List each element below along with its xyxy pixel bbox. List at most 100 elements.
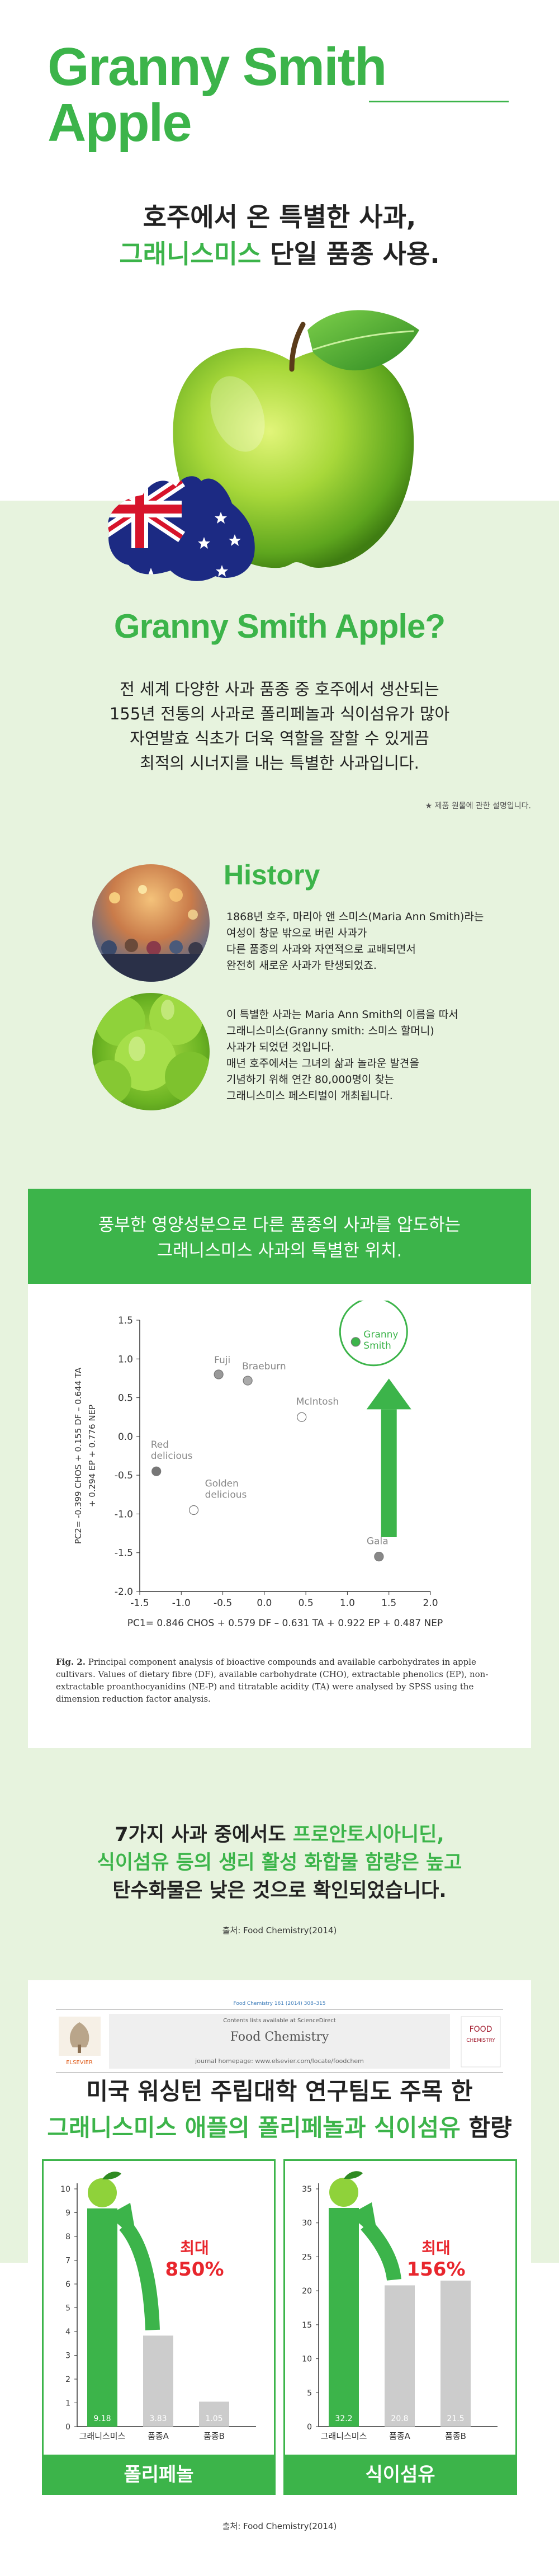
headline-rest-text: 단일 품종 사용. xyxy=(261,239,440,269)
intro-line: 최적의 시너지를 내는 특별한 사과입니다. xyxy=(140,754,419,773)
data-point xyxy=(188,1505,199,1515)
caption-label: Fig. 2. xyxy=(56,1657,86,1667)
category-label: 품종B xyxy=(445,2431,466,2441)
point-label: Gala xyxy=(367,1536,389,1547)
point-label: McIntosh xyxy=(296,1396,339,1407)
pca-scatter-chart: -1.5 -1.0 -0.5 0.0 0.5 1.0 1.5 2.0 1.5 1.0 0.5 0.0 -… xyxy=(73,1301,443,1629)
y-tick-label: 35 xyxy=(302,2185,312,2194)
fiber-label: 식이섬유 xyxy=(283,2455,517,2495)
max-label: 최대 xyxy=(180,2239,209,2257)
point-label: Granny xyxy=(363,1329,398,1340)
headline-line-1: 호주에서 온 특별한 사과, xyxy=(143,202,416,232)
bar-value-label: 32.2 xyxy=(335,2414,352,2423)
data-point xyxy=(350,1337,361,1347)
growth-arrow xyxy=(119,2220,160,2330)
history-line: 완전히 새로운 사과가 탄생되었죠. xyxy=(226,959,377,972)
bar xyxy=(87,2208,117,2427)
x-tick-label: 0.5 xyxy=(299,1598,314,1609)
bar-value-label: 1.05 xyxy=(205,2414,222,2423)
figure-caption: Fig. 2. Principal component analysis of … xyxy=(56,1656,503,1705)
elsevier-logo-icon: ELSEVIER xyxy=(59,2017,101,2066)
bar-value-label: 20.8 xyxy=(391,2414,408,2423)
study-headline-2: 그래니스미스 애플의 폴리페놀과 식이섬유 함량 xyxy=(0,2109,559,2143)
y-tick-label: 8 xyxy=(65,2233,70,2241)
pca-chart-card: 풍부한 영양성분으로 다른 품종의 사과를 압도하는 그래니스미스 사과의 특별… xyxy=(28,1189,531,1748)
y-tick-label: 1.0 xyxy=(118,1354,133,1365)
up-arrow-icon xyxy=(366,1378,411,1410)
arrow-head-icon xyxy=(108,2202,137,2241)
result-line-1: 7가지 사과 중에서도 프로안토시아니딘, xyxy=(0,1821,559,1849)
history-line: 여성이 창문 밖으로 버린 사과가 xyxy=(226,927,367,939)
intro-line: 전 세계 다양한 사과 품종 중 호주에서 생산되는 xyxy=(120,680,439,699)
history-paragraph-1: 1868년 호주, 마리아 앤 스미스(Maria Ann Smith)라는 여… xyxy=(226,909,484,974)
result-text: 7가지 사과 중에서도 프로안토시아니딘, 식이섬유 등의 생리 활성 화합물 … xyxy=(0,1821,559,1905)
y-tick-label: 4 xyxy=(65,2328,70,2337)
category-label: 품종A xyxy=(389,2431,411,2441)
y-tick-label: 10 xyxy=(60,2185,70,2194)
data-point xyxy=(297,1412,307,1422)
journal-name: Food Chemistry xyxy=(230,2030,329,2044)
polyphenol-label: 폴리페놀 xyxy=(42,2455,276,2495)
intro-line: 155년 전통의 사과로 폴리페놀과 식이섬유가 많아 xyxy=(109,704,450,723)
svg-text:CHEMISTRY: CHEMISTRY xyxy=(466,2038,495,2043)
intro-text: 전 세계 다양한 사과 품종 중 호주에서 생산되는 155년 전통의 사과로 … xyxy=(0,677,559,775)
journal-reference: Food Chemistry 161 (2014) 308–315 xyxy=(233,2001,325,2007)
y-tick-label: 10 xyxy=(302,2355,312,2364)
page-title: Granny Smith Apple xyxy=(48,37,387,153)
caption-text: Principal component analysis of bioactiv… xyxy=(56,1657,489,1704)
history-line: 1868년 호주, 마리아 앤 스미스(Maria Ann Smith)라는 xyxy=(226,911,484,923)
product-note: ★ 제품 원물에 관한 설명입니다. xyxy=(425,802,531,811)
headline-line-2: 그래니스미스 단일 품종 사용. xyxy=(0,236,559,272)
max-percent-label: 850% xyxy=(165,2258,224,2281)
granny-smith-highlight-circle xyxy=(339,1301,408,1367)
data-point xyxy=(151,1466,162,1476)
x-tick-label: 1.0 xyxy=(340,1598,355,1609)
data-point xyxy=(243,1376,253,1386)
y-tick-label: 1 xyxy=(65,2399,70,2408)
point-label: Golden xyxy=(205,1478,239,1490)
study-headline-1: 미국 워싱턴 주립대학 연구팀도 주목 한 xyxy=(86,2078,473,2105)
journal-contents-text: Contents lists available at ScienceDirec… xyxy=(223,2018,336,2024)
point-label: delicious xyxy=(151,1451,193,1462)
result-text-green: 프로안토시아니딘, xyxy=(292,1824,444,1846)
point-label: Red xyxy=(151,1439,169,1451)
bar-value-label: 21.5 xyxy=(447,2414,464,2423)
svg-text:ELSEVIER: ELSEVIER xyxy=(66,2060,93,2066)
x-tick-label: -1.0 xyxy=(172,1598,191,1609)
festival-photo xyxy=(92,864,210,982)
point-label: Braeburn xyxy=(242,1361,286,1372)
fiber-panel: 0 5 10 15 20 25 30 35 32.2 그래니스미스 20.8 품종A 21.5 품종B 최대… xyxy=(283,2159,517,2495)
y-tick-label: 0 xyxy=(307,2423,312,2432)
y-tick-label: -0.5 xyxy=(115,1470,133,1481)
max-label: 최대 xyxy=(421,2239,451,2257)
bar xyxy=(143,2335,173,2427)
australia-flag-map-icon xyxy=(108,476,255,581)
journal-homepage: journal homepage: www.elsevier.com/locat… xyxy=(195,2057,364,2065)
apple-leaf-icon xyxy=(307,310,419,371)
y-tick-label: 0.0 xyxy=(118,1431,133,1443)
apple-icon xyxy=(88,2178,117,2207)
intro-title: Granny Smith Apple? xyxy=(113,607,446,645)
title-line-2: Apple xyxy=(48,93,192,153)
data-point xyxy=(374,1552,384,1562)
fiber-bar-chart: 0 5 10 15 20 25 30 35 32.2 그래니스미스 20.8 품종A 21.5 품종B 최대… xyxy=(302,2171,498,2441)
title-line-1: Granny Smith xyxy=(48,37,387,97)
bar xyxy=(385,2285,415,2427)
leaf-icon xyxy=(344,2171,363,2179)
history-line: 이 특별한 사과는 Maria Ann Smith의 이름을 따서 xyxy=(226,1009,458,1021)
y-tick-label: 9 xyxy=(65,2209,70,2218)
x-tick-label: 1.5 xyxy=(381,1598,396,1609)
y-tick-label: 5 xyxy=(307,2389,312,2398)
polyphenol-panel: 0 1 2 3 4 5 6 7 8 9 10 9.18 그래니스미스 3.83 품종A 1.05 품종B 최대 85… xyxy=(42,2159,276,2495)
y-tick-label: 0.5 xyxy=(118,1393,133,1404)
history-paragraph-2: 이 특별한 사과는 Maria Ann Smith의 이름을 따서 그래니스미스… xyxy=(226,1007,458,1104)
hero-headline: 호주에서 온 특별한 사과, 그래니스미스 단일 품종 사용. xyxy=(0,199,559,272)
bar-value-label: 9.18 xyxy=(93,2414,111,2423)
max-percent-label: 156% xyxy=(406,2258,465,2281)
study-source: 출처: Food Chemistry(2014) xyxy=(222,2521,337,2531)
bar-value-label: 3.83 xyxy=(149,2414,167,2423)
y-tick-label: 3 xyxy=(65,2352,70,2361)
bar xyxy=(199,2401,229,2427)
food-chemistry-logo-icon: FOOD CHEMISTRY xyxy=(461,2016,501,2068)
result-line-2: 식이섬유 등의 생리 활성 화합물 함량은 높고 xyxy=(97,1852,462,1874)
